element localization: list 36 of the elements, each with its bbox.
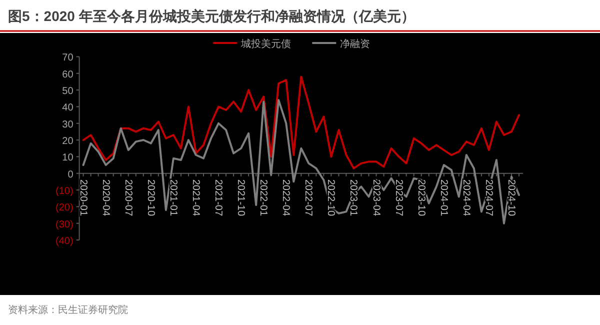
y-tick-label: (30) [56,219,74,230]
y-tick-label: (40) [56,236,74,247]
legend-label: 城投美元债 [240,38,292,50]
x-tick-label: 2021-10 [235,179,246,216]
x-tick-label: 2020-04 [100,179,111,216]
y-tick-label: 50 [62,86,74,98]
x-tick-label: 2021-07 [212,179,224,216]
x-tick-label: 2022-07 [302,179,314,216]
x-tick-label: 2022-10 [325,179,336,216]
y-tick-label: 10 [62,152,74,164]
x-tick-label: 2020-01 [77,179,88,216]
x-tick-label: 2023-10 [415,179,426,216]
x-tick-label: 2023-01 [348,179,359,216]
y-tick-label: 30 [62,119,74,130]
x-tick-label: 2022-01 [258,179,269,216]
y-tick-label: 20 [62,136,74,148]
x-tick-label: 2020-07 [122,179,134,216]
x-tick-label: 2021-04 [190,179,201,216]
x-tick-label: 2023-07 [392,179,404,216]
chart-title: 图5：2020 年至今各月份城投美元债发行和净融资情况（亿美元） [8,8,415,24]
legend-label: 净融资 [340,38,370,50]
y-tick-label: 70 [62,52,74,64]
y-tick-label: (10) [56,186,74,198]
x-tick-label: 2024-07 [482,179,494,216]
x-tick-label: 2020-10 [144,179,156,216]
x-tick-label: 2024-10 [505,179,516,216]
x-tick-label: 2023-04 [370,179,382,216]
x-tick-label: 2022-04 [280,179,292,216]
y-tick-label: 40 [62,102,74,114]
y-tick-label: 0 [68,169,74,180]
y-tick-label: 60 [62,69,74,80]
y-tick-label: (20) [56,202,74,214]
x-tick-label: 2024-04 [460,179,472,216]
text: 资料来源：民生证券研究院 [8,304,128,316]
x-tick-label: 2021-01 [167,179,178,216]
x-tick-label: 2024-01 [438,179,449,216]
